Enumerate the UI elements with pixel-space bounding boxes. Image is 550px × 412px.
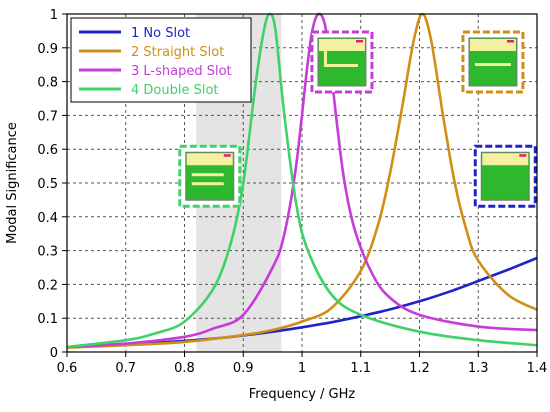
y-tick-label: 0.1 (37, 312, 58, 327)
y-tick-label: 0.8 (37, 76, 58, 91)
inset-straight-slot (461, 30, 525, 94)
x-tick-label: 0.8 (174, 361, 195, 376)
inset-feed-area (318, 38, 365, 51)
inset-slot (323, 63, 358, 67)
inset-slot (474, 62, 511, 66)
x-axis-label: Frequency / GHz (249, 387, 356, 402)
x-tick-label: 0.6 (57, 361, 78, 376)
legend-label-1: 1 No Slot (131, 26, 190, 41)
inset-double-slot (178, 144, 242, 208)
x-tick-label: 1.4 (527, 361, 548, 376)
inset-slot (323, 50, 327, 67)
inset-feed-port (355, 39, 363, 43)
y-tick-label: 0.6 (37, 143, 58, 158)
inset-feed-port (506, 39, 514, 43)
y-tick-label: 0.9 (37, 42, 58, 57)
inset-slot (191, 173, 224, 177)
legend-label-4: 4 Double Slot (131, 83, 219, 98)
x-tick-label: 1.1 (350, 361, 371, 376)
insets-layer (178, 30, 537, 208)
inset-l-slot (310, 30, 374, 94)
x-tick-label: 1.2 (409, 361, 430, 376)
y-tick-label: 0.2 (37, 278, 58, 293)
axes: 0.6 0.7 0.8 0.9 1 1.1 1.2 1.3 1.4 0 0.1 0.2 0.3 0.4 0.… (37, 8, 547, 376)
legend-label-3: 3 L-shaped Slot (131, 64, 232, 79)
x-tick-label: 0.7 (115, 361, 136, 376)
y-tick-label: 0.3 (37, 245, 58, 260)
series-line-3 (66, 12, 538, 349)
y-tick-label: 0 (50, 346, 58, 361)
legend-label-2: 2 Straight Slot (131, 45, 224, 60)
inset-no-slot (473, 144, 537, 208)
y-tick-label: 0.7 (37, 109, 58, 124)
x-tick-label: 0.9 (233, 361, 254, 376)
inset-feed-area (482, 153, 529, 166)
series-line-2 (66, 12, 538, 349)
inset-feed-area (469, 38, 516, 51)
y-tick-label: 0.4 (37, 211, 58, 226)
y-axis-label: Modal Significance (5, 122, 20, 244)
inset-slot (191, 182, 224, 186)
inset-feed-area (186, 153, 233, 166)
y-tick-label: 1 (50, 8, 58, 23)
y-tick-label: 0.5 (37, 177, 58, 192)
x-tick-label: 1 (298, 361, 306, 376)
inset-feed-port (519, 154, 527, 157)
inset-feed-port (223, 154, 231, 157)
legend: 1 No Slot 2 Straight Slot 3 L-shaped Slot 4… (70, 17, 252, 103)
x-tick-label: 1.3 (468, 361, 489, 376)
